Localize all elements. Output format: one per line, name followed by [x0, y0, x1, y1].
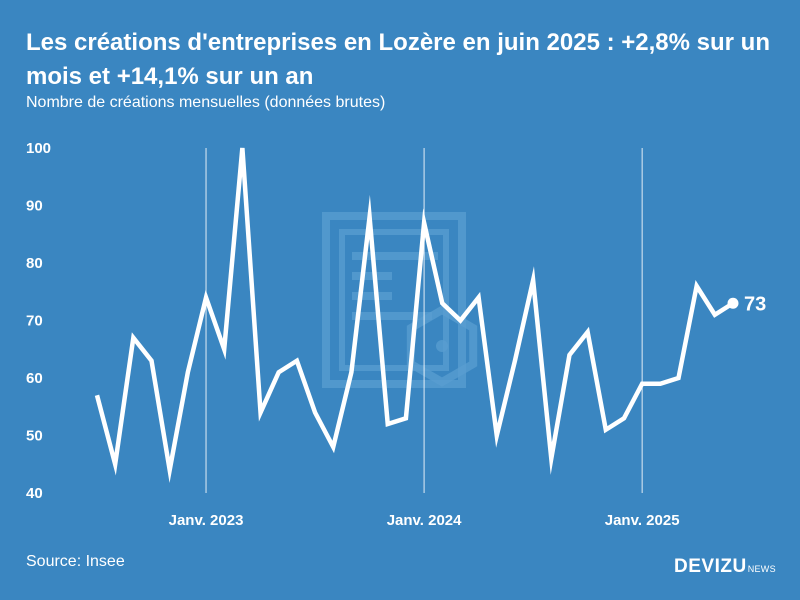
- watermark-bar: [352, 252, 438, 260]
- brand-name: DEVIZU: [674, 556, 747, 577]
- last-value-label: 73: [744, 293, 766, 315]
- x-tick-label: Janv. 2024: [387, 512, 462, 529]
- y-tick-label: 50: [26, 428, 43, 445]
- y-tick-label: 70: [26, 313, 43, 330]
- watermark-frame: [322, 212, 466, 388]
- series-line: [94, 147, 735, 483]
- watermark-logo-icon: [322, 212, 478, 388]
- chart-title: Les créations d'entreprises en Lozère en…: [26, 29, 770, 90]
- y-tick-label: 90: [26, 198, 43, 215]
- x-tick-label: Janv. 2025: [605, 512, 680, 529]
- x-axis-ticks: Janv. 2023 Janv. 2024 Janv. 2025: [169, 512, 680, 529]
- y-tick-label: 80: [26, 255, 43, 272]
- last-point: [727, 297, 739, 309]
- x-tick-label: Janv. 2023: [169, 512, 244, 529]
- y-axis-ticks: 40 50 60 70 80 90 100: [26, 140, 51, 502]
- y-tick-label: 100: [26, 140, 51, 157]
- watermark-dot: [436, 340, 448, 352]
- watermark-inner-frame: [339, 229, 449, 371]
- watermark-bar: [352, 272, 392, 280]
- brand-logo: DEVIZU NEWS: [674, 556, 776, 578]
- chart-subtitle: Nombre de créations mensuelles (données …: [26, 94, 386, 111]
- data-series: 73: [94, 147, 766, 483]
- y-tick-label: 40: [26, 485, 43, 502]
- y-tick-label: 60: [26, 370, 43, 387]
- watermark-hexagon: [406, 305, 478, 387]
- source-note: Source: Insee: [26, 553, 125, 570]
- vertical-gridlines: [205, 148, 643, 493]
- brand-suffix: NEWS: [747, 564, 776, 574]
- watermark-bar: [352, 312, 432, 320]
- watermark-bar: [352, 292, 392, 300]
